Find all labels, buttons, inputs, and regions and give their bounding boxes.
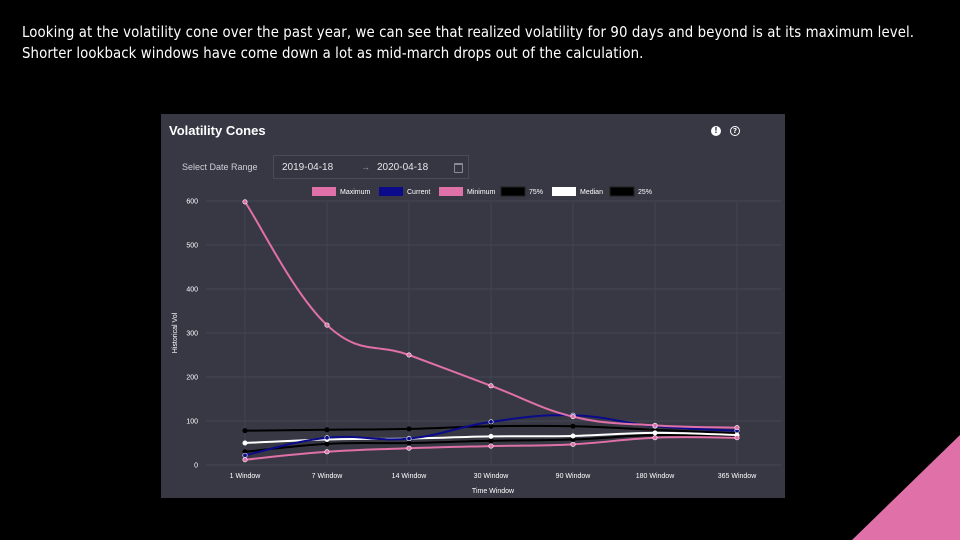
data-point-median[interactable]: [488, 433, 494, 439]
legend-item[interactable]: Minimum: [439, 187, 496, 196]
panel-title: Volatility Cones: [169, 123, 266, 138]
y-axis-label: Historical Vol: [172, 312, 179, 353]
legend-item[interactable]: Median: [552, 187, 603, 196]
date-range-picker[interactable]: 2019-04-18 → 2020-04-18: [273, 155, 469, 179]
info-icon[interactable]: !: [711, 126, 721, 136]
legend-swatch: [552, 187, 576, 196]
legend-swatch: [379, 187, 403, 196]
y-tick-label: 400: [186, 287, 198, 294]
data-point-current[interactable]: [406, 436, 412, 442]
y-tick-label: 300: [186, 331, 198, 338]
x-tick-label: 1 Window: [230, 473, 262, 480]
volatility-cones-panel: Volatility Cones ! ? Select Date Range 2…: [161, 114, 785, 498]
legend-item[interactable]: Current: [379, 187, 430, 196]
data-point-minimum[interactable]: [652, 435, 658, 441]
data-point-75pct[interactable]: [324, 427, 330, 433]
x-tick-label: 180 Window: [636, 473, 675, 480]
calendar-icon[interactable]: [454, 163, 463, 173]
data-point-minimum[interactable]: [734, 435, 740, 441]
series-minimum: [242, 435, 740, 463]
data-point-maximum[interactable]: [242, 199, 248, 205]
caption-line-2: Shorter lookback windows have come down …: [22, 44, 644, 62]
legend-item[interactable]: 25%: [609, 186, 652, 197]
data-point-minimum[interactable]: [488, 443, 494, 449]
data-point-median[interactable]: [652, 430, 658, 436]
x-axis-label: Time Window: [472, 488, 515, 495]
data-point-median[interactable]: [570, 433, 576, 439]
data-point-maximum[interactable]: [406, 352, 412, 358]
data-point-25pct[interactable]: [324, 441, 330, 447]
data-point-maximum[interactable]: [734, 425, 740, 431]
data-point-maximum[interactable]: [652, 422, 658, 428]
y-tick-label: 0: [194, 463, 198, 470]
legend-swatch: [500, 186, 526, 197]
data-point-25pct[interactable]: [406, 440, 412, 446]
data-point-minimum[interactable]: [406, 445, 412, 451]
data-point-75pct[interactable]: [488, 423, 494, 429]
caption-line-1: Looking at the volatility cone over the …: [22, 23, 915, 41]
data-point-maximum[interactable]: [488, 383, 494, 389]
data-point-25pct[interactable]: [488, 438, 494, 444]
legend-label: 75%: [529, 189, 543, 196]
date-range-label: Select Date Range: [182, 162, 258, 172]
legend-swatch: [439, 187, 463, 196]
y-tick-label: 200: [186, 375, 198, 382]
x-tick-label: 30 Window: [474, 473, 510, 480]
data-point-median[interactable]: [242, 440, 248, 446]
legend-item[interactable]: 75%: [500, 186, 543, 197]
legend-label: Median: [580, 189, 603, 196]
legend-label: 25%: [638, 189, 652, 196]
x-tick-label: 7 Window: [312, 473, 344, 480]
legend-swatch: [609, 186, 635, 197]
data-point-current[interactable]: [242, 452, 248, 458]
date-range-arrow: →: [361, 162, 370, 172]
date-end-input[interactable]: 2020-04-18: [377, 162, 429, 173]
legend-item[interactable]: Maximum: [312, 187, 371, 196]
data-point-minimum[interactable]: [242, 457, 248, 463]
legend-label: Minimum: [467, 189, 496, 196]
y-tick-label: 100: [186, 419, 198, 426]
slide-caption: Looking at the volatility cone over the …: [22, 22, 915, 64]
x-tick-label: 14 Window: [392, 473, 428, 480]
date-start-input[interactable]: 2019-04-18: [282, 162, 334, 173]
data-point-current[interactable]: [488, 419, 494, 425]
series-maximum: [242, 199, 740, 431]
help-icon[interactable]: ?: [730, 126, 740, 136]
x-tick-label: 365 Window: [718, 473, 757, 480]
legend-swatch: [312, 187, 336, 196]
data-point-minimum[interactable]: [570, 441, 576, 447]
data-point-minimum[interactable]: [324, 449, 330, 455]
y-tick-label: 600: [186, 199, 198, 206]
data-point-current[interactable]: [324, 435, 330, 441]
legend-label: Maximum: [340, 189, 371, 196]
y-tick-label: 500: [186, 243, 198, 250]
volatility-cone-chart: 0 100 200 300 400 500 600 1 Window 7 Window 14 Wi…: [172, 186, 781, 495]
data-point-maximum[interactable]: [324, 322, 330, 328]
data-point-75pct[interactable]: [242, 428, 248, 434]
x-tick-label: 90 Window: [556, 473, 592, 480]
legend-label: Current: [407, 189, 430, 196]
panel-icons: ! ?: [711, 126, 740, 136]
data-point-75pct[interactable]: [406, 426, 412, 432]
data-point-maximum[interactable]: [570, 414, 576, 420]
data-point-75pct[interactable]: [570, 423, 576, 429]
